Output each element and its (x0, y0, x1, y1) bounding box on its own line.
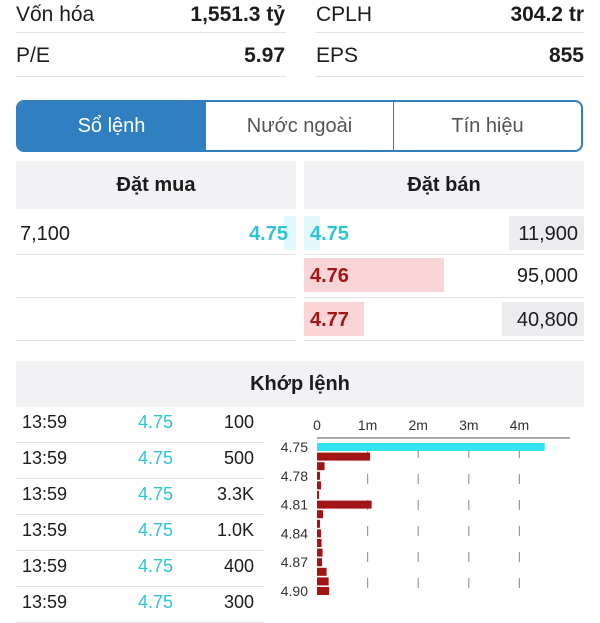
tab-signals[interactable]: Tín hiệu (393, 102, 581, 150)
divider (16, 442, 264, 443)
price-volume-bar (317, 567, 327, 576)
match-price: 4.75 (138, 448, 174, 468)
sell-header: Đặt bán (304, 161, 584, 209)
divider (316, 76, 584, 77)
divider (16, 76, 286, 77)
divider (16, 254, 296, 255)
match-volume: 500 (223, 448, 254, 468)
match-volume: 100 (223, 412, 254, 432)
volume-by-price-chart: 0 1m 2m 3m 4m 4.75 4.78 4.81 4.84 4.87 4.90 (281, 417, 570, 600)
match-price: 4.75 (138, 520, 174, 540)
pe-label: P/E (16, 44, 50, 67)
y-tick-label: 4.78 (281, 468, 308, 484)
buy-header: Đặt mua (16, 161, 296, 209)
sell-volume: 40,800 (516, 309, 578, 331)
price-volume-bar (317, 587, 330, 595)
match-time: 13:59 (22, 484, 68, 504)
sell-depth-bar (304, 216, 320, 250)
price-volume-bar (317, 577, 329, 586)
market-cap-label: Vốn hóa (16, 3, 95, 26)
divider (16, 340, 296, 341)
matched-orders-header: Khớp lệnh (16, 361, 584, 407)
sell-depth-bar (304, 258, 444, 292)
tab-order-book[interactable]: Sổ lệnh (18, 102, 205, 150)
match-time: 13:59 (22, 412, 68, 432)
sell-price[interactable]: 4.76 (310, 265, 349, 287)
price-volume-bar (317, 558, 323, 567)
price-volume-bar (317, 500, 372, 509)
sell-volume-bg (509, 216, 584, 250)
match-price: 4.75 (138, 484, 174, 504)
eps-label: EPS (316, 44, 359, 67)
sell-price[interactable]: 4.77 (310, 309, 349, 331)
match-volume: 3.3K (216, 484, 254, 504)
y-tick-label: 4.75 (281, 439, 308, 455)
divider (304, 254, 584, 255)
match-time: 13:59 (22, 520, 68, 540)
y-tick-label: 4.87 (281, 554, 308, 570)
sell-price[interactable]: 4.75 (310, 223, 349, 245)
price-volume-bar (317, 529, 322, 538)
divider (316, 32, 584, 33)
match-price: 4.75 (138, 412, 174, 432)
y-tick-label: 4.84 (281, 525, 308, 541)
buy-volume: 7,100 (20, 223, 71, 245)
match-time: 13:59 (22, 592, 68, 612)
match-volume: 1.0K (216, 520, 254, 540)
price-volume-bar (317, 519, 321, 528)
sell-volume: 11,900 (518, 223, 578, 245)
price-volume-bar (317, 510, 324, 519)
price-volume-bar (317, 548, 323, 557)
match-time: 13:59 (22, 448, 68, 468)
shares-outstanding-value: 304.2 tr (510, 3, 584, 26)
market-cap-value: 1,551.3 tỷ (190, 3, 285, 26)
tab-foreign[interactable]: Nước ngoài (205, 102, 393, 150)
x-tick-label: 1m (358, 417, 377, 433)
y-tick-label: 4.81 (281, 497, 308, 513)
match-price: 4.75 (138, 556, 174, 576)
divider (304, 340, 584, 341)
sell-volume: 95,000 (516, 265, 578, 287)
x-tick-label: 4m (510, 417, 529, 433)
price-volume-bar (317, 481, 322, 490)
divider (304, 297, 584, 298)
x-tick-label: 2m (408, 417, 427, 433)
y-tick-label: 4.90 (281, 583, 308, 599)
divider (16, 586, 264, 587)
x-tick-label: 0 (313, 417, 321, 433)
buy-price[interactable]: 4.75 (249, 223, 288, 245)
price-volume-bar (317, 443, 545, 451)
match-volume: 300 (223, 592, 254, 612)
shares-outstanding-label: CPLH (316, 3, 373, 26)
price-volume-bar (317, 471, 321, 480)
match-price: 4.75 (138, 592, 174, 612)
divider (16, 514, 264, 515)
buy-depth-bar (284, 216, 296, 250)
sell-depth-bar (304, 302, 364, 336)
segmented-tabs: Sổ lệnh Nước ngoài Tín hiệu (16, 100, 583, 152)
pe-value: 5.97 (244, 44, 285, 67)
price-volume-bar (317, 539, 322, 547)
divider (16, 478, 264, 479)
divider (16, 32, 286, 33)
x-tick-label: 3m (459, 417, 478, 433)
eps-value: 855 (548, 44, 584, 67)
price-volume-bar (317, 491, 320, 499)
divider (16, 297, 296, 298)
sell-volume-bg (502, 302, 584, 336)
match-time: 13:59 (22, 556, 68, 576)
price-volume-bar (317, 452, 371, 461)
divider (16, 550, 264, 551)
price-volume-bar (317, 462, 325, 471)
match-volume: 400 (223, 556, 254, 576)
